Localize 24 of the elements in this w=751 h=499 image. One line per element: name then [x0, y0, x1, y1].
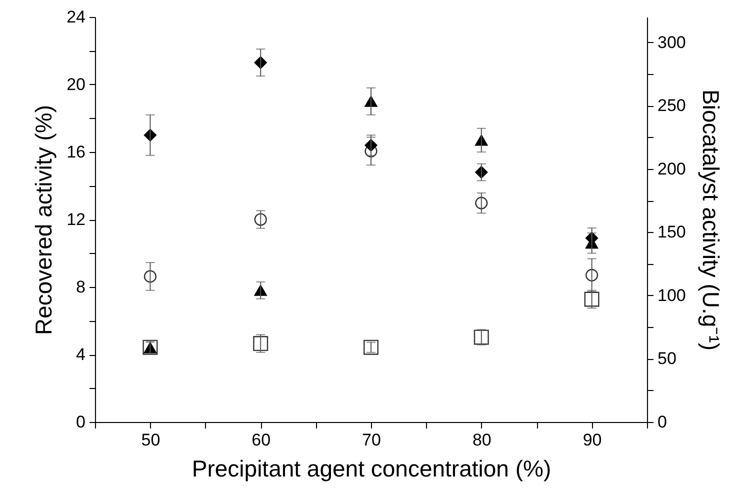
- y-tick-label: 16: [66, 142, 86, 162]
- y2-tick-label: 100: [658, 286, 686, 305]
- y-tick-label: 0: [76, 412, 86, 432]
- y2-axis-title: Biocatalyst activity (U.g⁻¹): [698, 89, 724, 351]
- y-tick-label: 8: [76, 278, 86, 296]
- y2-tick-label: 250: [658, 96, 686, 116]
- y-tick-label: 20: [66, 75, 86, 94]
- y2-tick-label: 300: [658, 32, 686, 52]
- y-axis-title: Recovered activity (%): [30, 104, 57, 336]
- point: [253, 336, 268, 352]
- y2-tick-label: 0: [658, 412, 667, 432]
- x-axis-title: Precipitant agent concentration (%): [192, 456, 552, 482]
- x-tick-label: 70: [362, 430, 381, 450]
- y-tick-label: 4: [76, 345, 86, 364]
- point: [474, 330, 489, 345]
- y-tick-label: 24: [66, 8, 86, 26]
- x-tick-label: 60: [252, 430, 271, 450]
- x-tick-label: 90: [582, 430, 602, 450]
- y2-tick-label: 50: [658, 349, 676, 368]
- y2-tick-label: 200: [658, 159, 686, 178]
- y2-tick-label: 150: [658, 222, 686, 242]
- x-tick-label: 50: [141, 430, 160, 450]
- y-tick-label: 12: [66, 210, 86, 229]
- x-tick-label: 80: [472, 430, 492, 450]
